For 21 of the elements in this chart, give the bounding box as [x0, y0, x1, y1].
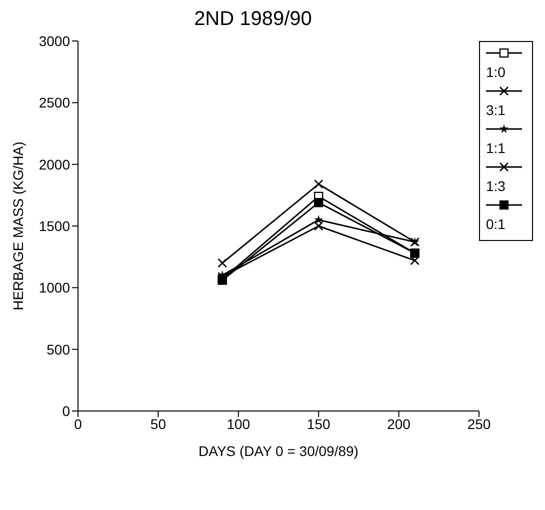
legend-label: 3:1 [486, 102, 506, 118]
y-tick-label: 2000 [38, 156, 70, 172]
y-tick-label: 1500 [38, 218, 70, 234]
x-axis-title: DAYS (DAY 0 = 30/09/89) [198, 443, 358, 459]
x-tick-label: 150 [306, 416, 330, 432]
legend-label: 1:3 [486, 178, 506, 194]
y-axis-title: HERBAGE MASS (KG/HA) [10, 142, 26, 310]
x-tick-label: 200 [387, 416, 411, 432]
y-tick-label: 1000 [38, 280, 70, 296]
legend-label: 0:1 [486, 216, 506, 232]
y-tick-label: 2500 [38, 94, 70, 111]
x-tick-label: 0 [74, 416, 82, 432]
legend-label: 1:0 [486, 64, 506, 80]
chart-title: 2ND 1989/90 [193, 8, 313, 31]
x-tick-label: 250 [467, 416, 491, 432]
legend-label: 1:1 [486, 140, 506, 156]
x-tick-label: 100 [226, 416, 250, 432]
y-tick-label: 3000 [38, 32, 70, 49]
x-tick-label: 50 [150, 416, 166, 432]
y-tick-label: 500 [46, 341, 70, 358]
y-tick-label: 0 [62, 402, 70, 419]
